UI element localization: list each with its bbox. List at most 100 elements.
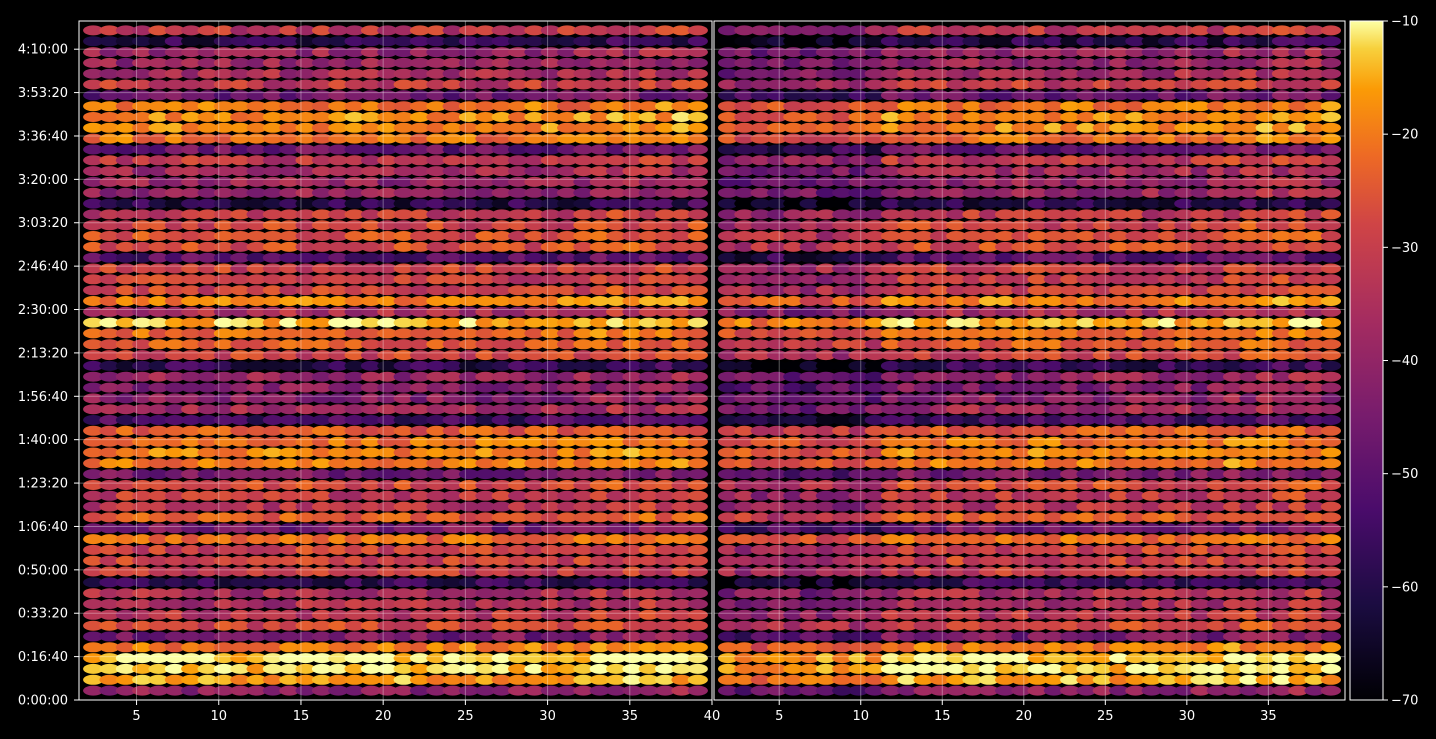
heat-cell (1223, 523, 1244, 534)
heat-cell (557, 296, 578, 306)
heat-cell (1255, 523, 1276, 534)
heat-cell (409, 166, 431, 177)
heat-cell (995, 523, 1016, 534)
heat-cell (1043, 155, 1064, 166)
heat-cell (1190, 231, 1211, 241)
heat-cell (1125, 555, 1146, 566)
heat-cell (1174, 501, 1195, 512)
heat-cell (766, 155, 788, 166)
heat-cell (409, 577, 431, 588)
heat-cell (1271, 523, 1293, 534)
heat-cell (311, 653, 333, 664)
colorbar-gradient (1349, 20, 1384, 701)
heat-cell (1125, 458, 1146, 469)
heat-cell (766, 436, 788, 447)
heat-cell (671, 209, 692, 220)
heat-cell (246, 220, 267, 231)
heat-cell (1060, 187, 1081, 198)
heat-cell (864, 663, 885, 674)
heat-cell (491, 512, 512, 523)
heat-cell (262, 166, 283, 177)
heat-cell (1223, 133, 1244, 144)
heat-cell (1174, 328, 1195, 339)
heat-cell (1255, 176, 1276, 187)
heat-cell (1239, 663, 1260, 674)
heat-cell (638, 685, 659, 696)
heat-cell (995, 371, 1016, 382)
heat-cell (148, 231, 169, 241)
heat-cell (1011, 404, 1032, 415)
heat-cell (442, 480, 463, 490)
heat-cell (442, 101, 463, 112)
heat-cell (946, 425, 967, 436)
heat-cell (832, 425, 853, 436)
heat-cell (1239, 263, 1260, 274)
heat-cell (1223, 101, 1244, 112)
heat-cell (442, 404, 463, 415)
heat-cell (524, 458, 545, 469)
heat-cell (262, 653, 283, 664)
heat-cell (913, 663, 934, 674)
heat-cell (687, 133, 708, 144)
heat-cell (1027, 620, 1048, 631)
heat-cell (409, 263, 431, 274)
heat-cell (864, 512, 885, 523)
heat-cell (1223, 663, 1244, 674)
heat-cell (1011, 317, 1032, 328)
heat-cell (1239, 685, 1260, 696)
heat-cell (687, 350, 708, 361)
heat-cell (1141, 415, 1162, 425)
heat-cell (766, 371, 788, 382)
heat-cell (213, 274, 234, 285)
heat-cell (1239, 101, 1260, 112)
heat-cell (880, 469, 902, 480)
heat-cell (1076, 317, 1097, 328)
heat-cell (164, 285, 185, 296)
heat-cell (1174, 360, 1195, 371)
heat-cell (1109, 90, 1130, 101)
heat-cell (962, 480, 983, 490)
heat-cell (540, 371, 561, 382)
heat-cell (246, 198, 267, 209)
heat-cell (913, 166, 934, 177)
heat-cell (1141, 674, 1162, 685)
heat-cell (1223, 458, 1244, 469)
heat-cell (783, 328, 804, 339)
heat-cell (1125, 480, 1146, 490)
heat-cell (687, 663, 708, 674)
heat-cell (540, 220, 561, 231)
heat-cell (279, 79, 300, 90)
heat-cell (946, 274, 967, 285)
heat-cell (295, 209, 316, 220)
heat-cell (230, 339, 251, 350)
heat-cell (687, 274, 708, 285)
heat-cell (913, 122, 934, 133)
heat-cell (540, 360, 561, 371)
heat-cell (1174, 166, 1195, 177)
heat-cell (458, 166, 480, 177)
heat-cell (344, 436, 365, 447)
heat-cell (557, 101, 578, 112)
heat-cell (246, 653, 267, 664)
heat-cell (360, 176, 382, 187)
heat-cell (1190, 274, 1211, 285)
heat-cell (540, 544, 561, 555)
heat-cell (832, 133, 853, 144)
heat-cell (1174, 642, 1195, 653)
heat-cell (832, 609, 853, 620)
heat-cell (913, 36, 934, 47)
heat-cell (929, 187, 951, 198)
heat-cell (540, 47, 561, 58)
heat-cell (1060, 306, 1081, 317)
heat-cell (734, 415, 755, 425)
heat-cell (83, 544, 104, 555)
heat-cell (507, 480, 529, 490)
heat-cell (1125, 534, 1146, 545)
heat-cell (1320, 631, 1341, 642)
heat-cell (1043, 328, 1064, 339)
heat-cell (1206, 371, 1227, 382)
heat-cell (750, 101, 771, 112)
heat-cell (1271, 187, 1293, 198)
heat-cell (1011, 523, 1032, 534)
heat-cell (1011, 187, 1032, 198)
